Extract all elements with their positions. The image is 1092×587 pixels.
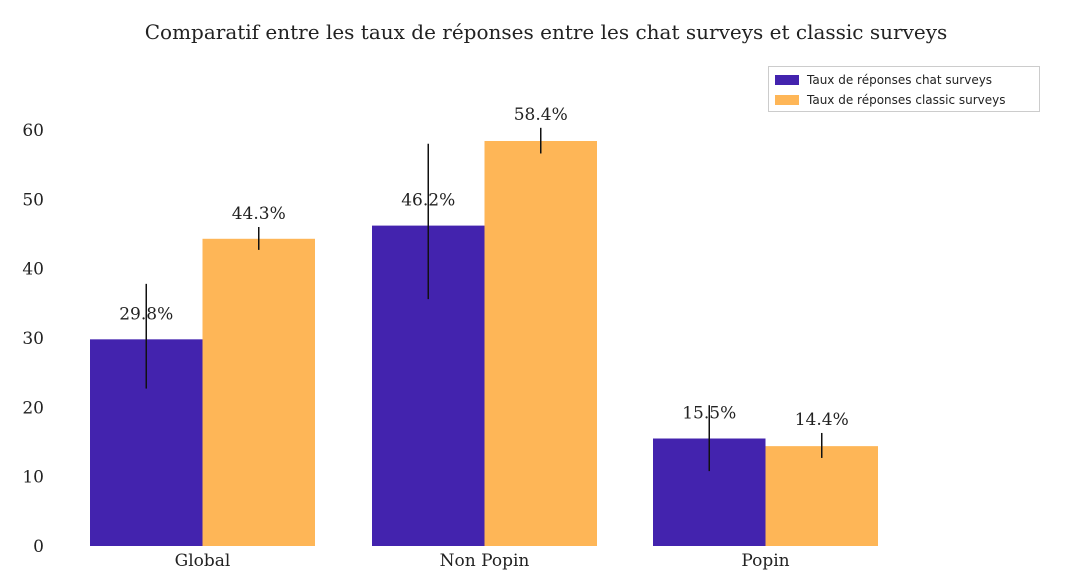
data-label: 44.3% xyxy=(232,204,286,224)
legend-label-classic: Taux de réponses classic surveys xyxy=(807,93,1006,107)
y-tick-label: 20 xyxy=(22,398,44,418)
legend-swatch-chat xyxy=(775,75,799,85)
legend-entry-chat: Taux de réponses chat surveys xyxy=(775,73,992,87)
y-tick-label: 60 xyxy=(22,121,44,141)
x-tick-label: Popin xyxy=(741,551,789,571)
bar-classic xyxy=(484,140,597,546)
chart-title: Comparatif entre les taux de réponses en… xyxy=(144,20,948,44)
data-label: 58.4% xyxy=(514,105,568,125)
y-tick-label: 10 xyxy=(22,468,44,488)
x-tick-label: Non Popin xyxy=(440,551,530,571)
y-tick-label: 30 xyxy=(22,329,44,349)
legend-entry-classic: Taux de réponses classic surveys xyxy=(775,93,1006,107)
legend-label-chat: Taux de réponses chat surveys xyxy=(807,73,993,87)
data-label: 14.4% xyxy=(795,410,849,430)
legend-swatch-classic xyxy=(775,95,799,105)
y-tick-label: 40 xyxy=(22,260,44,280)
x-tick-label: Global xyxy=(175,551,231,571)
legend: Taux de réponses chat surveys Taux de ré… xyxy=(768,66,1040,112)
bar-classic xyxy=(202,238,315,547)
y-tick-label: 50 xyxy=(22,190,44,210)
y-tick-label: 0 xyxy=(33,537,44,557)
bar-classic xyxy=(765,446,878,546)
